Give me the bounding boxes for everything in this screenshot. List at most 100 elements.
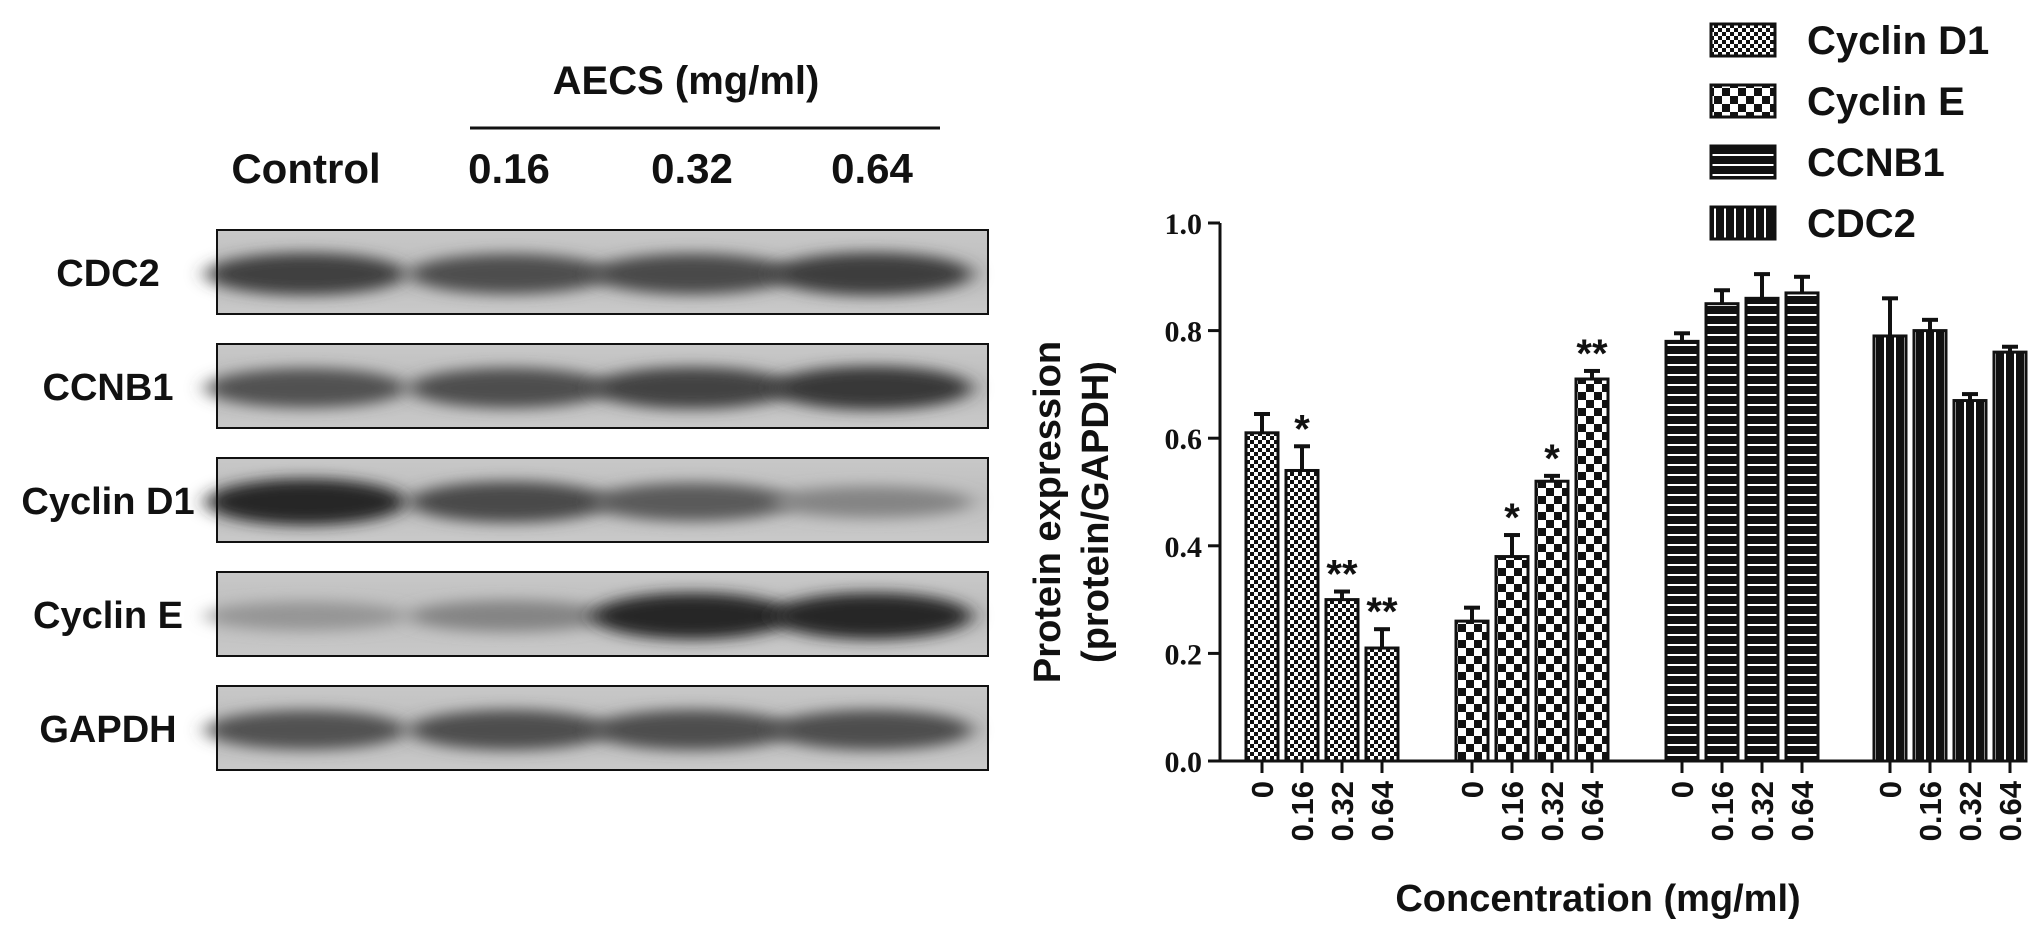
lane-label-0-32: 0.32	[651, 145, 733, 192]
significance-label: *	[1544, 437, 1560, 481]
blot-band	[409, 600, 609, 632]
bar	[1244, 431, 1280, 763]
legend-swatch	[1709, 83, 1777, 119]
blot-band	[206, 252, 406, 296]
significance-label: **	[1366, 590, 1398, 634]
blot-band	[409, 481, 609, 523]
x-tick-label: 0.32	[1745, 781, 1780, 841]
blot-row-label: Cyclin E	[33, 595, 183, 637]
blot-band	[409, 709, 609, 751]
blot-band	[592, 367, 792, 409]
significance-label: *	[1294, 407, 1310, 451]
legend-swatch	[1709, 22, 1777, 58]
blot-band	[409, 253, 609, 295]
bar	[1494, 555, 1530, 763]
blot-band	[206, 368, 406, 408]
bar	[1784, 291, 1820, 763]
series-cdc2	[1872, 296, 2028, 763]
blot-strip-border	[216, 457, 989, 543]
bar	[1952, 399, 1988, 763]
blot-band	[592, 482, 792, 522]
blot-row-label: CCNB1	[43, 367, 174, 409]
significance-label: **	[1326, 553, 1358, 597]
bar	[1704, 302, 1740, 763]
blot-row-ccnb1: CCNB1	[43, 343, 989, 429]
significance-label: *	[1504, 496, 1520, 540]
blot-band	[409, 367, 609, 409]
bar	[1744, 296, 1780, 763]
bar	[1912, 329, 1948, 763]
bar-chart: Cyclin D1 Cyclin E CCNB1 CDC2 0.0 0.2 0.4 0.6 0…	[1027, 19, 2029, 920]
chart-axes: 0.00.20.40.60.81.00 0.16 0.32 0.64 0 0.16 0.32…	[1165, 208, 2029, 841]
blot-band	[772, 709, 972, 751]
legend-item-cyclin-e: Cyclin E	[1709, 80, 1965, 124]
blot-band	[206, 601, 406, 631]
lane-label-0-64: 0.64	[831, 145, 913, 192]
blot-row-label: Cyclin D1	[21, 481, 194, 523]
x-tick-label: 0	[1245, 781, 1280, 798]
blot-row-label: GAPDH	[39, 709, 176, 751]
y-tick-label: 0.2	[1165, 638, 1203, 671]
bar	[1324, 598, 1360, 763]
lane-label-control: Control	[231, 145, 380, 192]
blot-strip-border	[216, 685, 989, 771]
legend-label: Cyclin E	[1807, 80, 1965, 124]
x-tick-label: 0.32	[1953, 781, 1988, 841]
x-tick-label: 0.64	[1575, 780, 1610, 841]
legend-item-cyclin-d1: Cyclin D1	[1709, 19, 1989, 63]
blot-strip-border	[216, 229, 989, 315]
series-cyclin-e: ****	[1454, 332, 1610, 763]
x-tick-label: 0	[1455, 781, 1490, 798]
y-tick-label: 1.0	[1165, 208, 1203, 241]
legend-label: CCNB1	[1807, 141, 1945, 185]
blot-band	[772, 592, 972, 640]
legend-label: CDC2	[1807, 202, 1916, 246]
legend-item-cdc2: CDC2	[1709, 202, 1916, 246]
chart-bars: *********	[1244, 272, 2028, 763]
blot-row-cyclin-e: Cyclin E	[33, 571, 989, 657]
blot-row-cyclin-d1: Cyclin D1	[21, 457, 989, 543]
x-tick-label: 0.32	[1325, 781, 1360, 841]
blot-band	[772, 252, 972, 296]
bar	[1534, 479, 1570, 763]
y-tick-label: 0.4	[1165, 531, 1203, 564]
x-tick-label: 0	[1665, 781, 1700, 798]
bar	[1284, 468, 1320, 763]
x-tick-label: 0.16	[1285, 781, 1320, 841]
x-tick-label: 0.16	[1495, 781, 1530, 841]
blot-band	[592, 592, 792, 640]
significance-label: **	[1576, 332, 1608, 376]
legend-swatch	[1709, 205, 1777, 241]
x-tick-label: 0	[1873, 781, 1908, 798]
y-tick-label: 0.6	[1165, 423, 1203, 456]
western-blot-panel: AECS (mg/ml) Control 0.16 0.32 0.64 CDC2…	[21, 59, 989, 771]
bar	[1364, 646, 1400, 763]
blot-band	[206, 478, 406, 526]
bar	[1992, 350, 2028, 763]
legend-item-ccnb1: CCNB1	[1709, 141, 1945, 185]
blot-row-label: CDC2	[56, 253, 159, 295]
bar	[1454, 619, 1490, 763]
legend-label: Cyclin D1	[1807, 19, 1989, 63]
y-axis-label-line1: Protein expression	[1027, 341, 1069, 683]
bar	[1574, 377, 1610, 763]
series-ccnb1	[1664, 272, 1820, 763]
blot-row-cdc2: CDC2	[56, 229, 989, 315]
x-tick-label: 0.16	[1913, 781, 1948, 841]
chart-legend: Cyclin D1 Cyclin E CCNB1 CDC2	[1709, 19, 1989, 246]
blot-band	[206, 710, 406, 750]
y-axis-label-line2: (protein/GAPDH)	[1075, 361, 1117, 663]
x-tick-label: 0.64	[1785, 780, 1820, 841]
blot-row-gapdh: GAPDH	[39, 685, 989, 771]
blot-band	[772, 366, 972, 410]
x-axis-label: Concentration (mg/ml)	[1395, 878, 1800, 920]
x-tick-label: 0.32	[1535, 781, 1570, 841]
legend-swatch	[1709, 144, 1777, 180]
blot-band	[772, 486, 972, 518]
x-tick-label: 0.64	[1365, 780, 1400, 841]
blot-band	[592, 709, 792, 751]
blot-strip-border	[216, 571, 989, 657]
blot-band	[592, 253, 792, 295]
series-cyclin-d1: *****	[1244, 407, 1400, 763]
blot-strip-border	[216, 343, 989, 429]
